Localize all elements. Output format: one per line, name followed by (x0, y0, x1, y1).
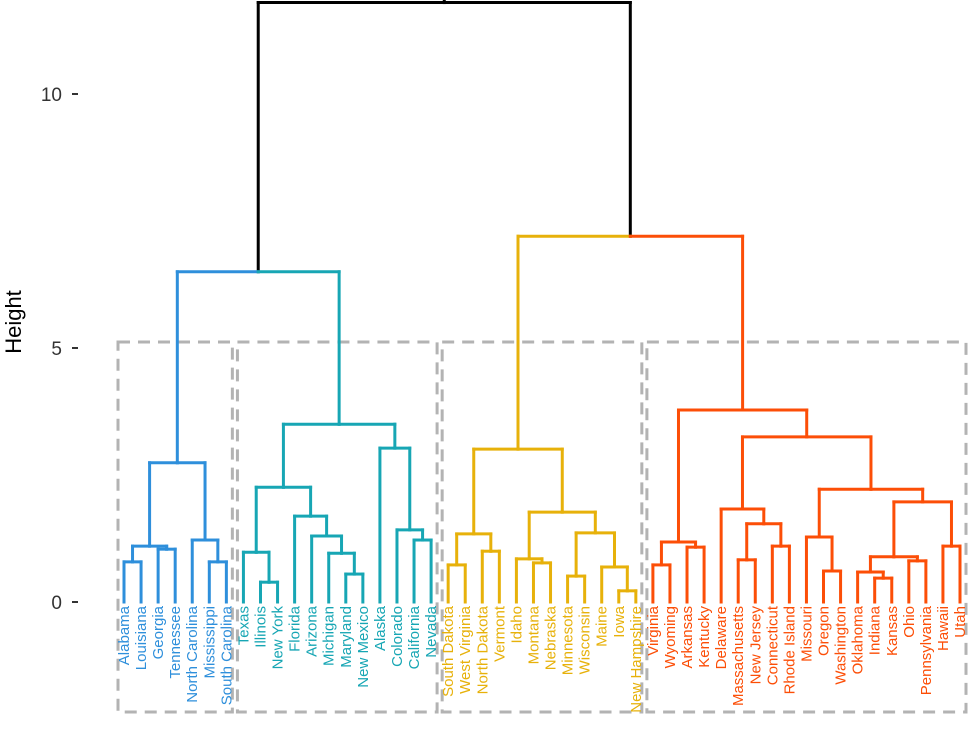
leaf-label: New Mexico (355, 606, 372, 688)
leaf-label: Arizona (304, 605, 321, 657)
leaf-label: Minnesota (560, 605, 577, 675)
y-tick-label: 10 (41, 85, 62, 106)
leaf-label: Tennessee (167, 606, 184, 679)
leaf-label: North Dakota (474, 605, 491, 694)
leaf-label: Hawaii (935, 606, 952, 651)
leaf-label: Montana (525, 605, 542, 664)
leaf-label: Georgia (150, 605, 167, 659)
leaf-label: Connecticut (764, 605, 781, 685)
leaf-label: North Carolina (184, 605, 201, 702)
leaf-label: Louisiana (133, 605, 150, 670)
leaf-label: Maine (594, 606, 611, 647)
leaf-label: Alaska (372, 605, 389, 651)
leaf-label: Maryland (338, 606, 355, 668)
leaf-label: New York (270, 606, 287, 670)
leaf-label: Florida (287, 605, 304, 652)
leaf-labels: Alabama Louisiana Georgia Tennessee North Ca… (116, 605, 968, 713)
leaf-label: New Hampshire (628, 606, 645, 713)
leaf-label: Washington (833, 606, 850, 685)
leaf-label: Texas (235, 606, 252, 645)
leaf-label: Ohio (901, 606, 918, 638)
y-axis: 0 5 10 (41, 85, 78, 614)
leaf-label: Idaho (508, 606, 525, 644)
leaf-label: Arkansas (679, 606, 696, 669)
leaf-label: New Jersey (747, 606, 764, 685)
leaf-label: Oklahoma (850, 605, 867, 674)
leaf-label: Michigan (321, 606, 338, 666)
leaf-label: Vermont (491, 605, 508, 662)
leaf-label: Colorado (389, 606, 406, 667)
cluster-box (116, 340, 234, 714)
leaf-label: Kentucky (696, 606, 713, 668)
leaf-label: South Dakota (440, 605, 457, 697)
leaf-label: Wisconsin (577, 606, 594, 674)
leaf-label: Nebraska (543, 605, 560, 670)
leaf-label: Virginia (645, 605, 662, 655)
leaf-label: Indiana (867, 605, 884, 655)
leaf-label: Rhode Island (781, 606, 798, 694)
leaf-label: Missouri (798, 606, 815, 662)
leaf-label: Mississippi (201, 606, 218, 679)
leaf-label: West Virginia (457, 605, 474, 693)
leaf-label: Pennsylvania (918, 605, 935, 695)
leaf-label: Utah (952, 606, 968, 638)
leaf-label: Iowa (611, 605, 628, 637)
cluster-box (235, 340, 439, 714)
leaf-label: California (406, 605, 423, 669)
leaf-label: Delaware (713, 606, 730, 669)
leaf-label: Kansas (884, 606, 901, 656)
cluster-boxes (116, 340, 968, 714)
leaf-label: Massachusetts (730, 606, 747, 706)
y-tick-label: 0 (51, 593, 62, 614)
leaf-label: Oregon (816, 606, 833, 656)
leaf-label: South Carolina (218, 605, 235, 705)
leaf-label: Illinois (252, 606, 269, 648)
dendrogram-links (122, 0, 962, 604)
leaf-label: Alabama (116, 605, 133, 665)
cluster-box (440, 340, 644, 714)
leaf-label: Nevada (423, 605, 440, 657)
cluster-box (645, 340, 968, 714)
leaf-label: Wyoming (662, 606, 679, 668)
y-tick-label: 5 (51, 339, 62, 360)
y-axis-title: Height (1, 290, 26, 354)
